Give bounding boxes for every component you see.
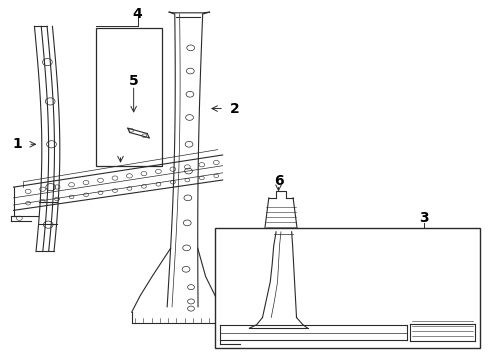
Text: 6: 6	[273, 174, 283, 188]
Text: 4: 4	[132, 7, 142, 21]
Text: 1: 1	[13, 137, 22, 151]
Bar	[96, 28, 162, 166]
Text: 2: 2	[229, 102, 239, 116]
Text: 5: 5	[128, 74, 138, 88]
Text: 3: 3	[419, 211, 428, 225]
Bar	[215, 228, 479, 348]
